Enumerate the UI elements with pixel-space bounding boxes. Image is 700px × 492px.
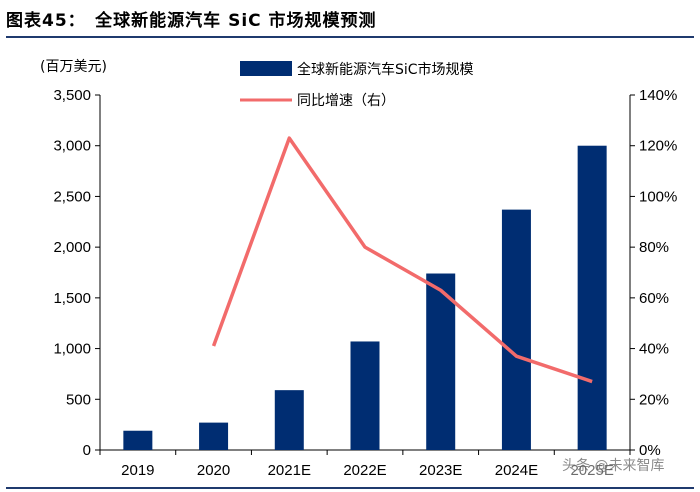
y-right-tick-label: 40% xyxy=(639,341,669,358)
y-left-tick-label: 500 xyxy=(66,391,91,408)
bar xyxy=(577,145,607,450)
legend-bar-label: 全球新能源汽车SiC市场规模 xyxy=(297,61,474,78)
bars xyxy=(123,145,607,450)
growth-line-path xyxy=(211,136,593,384)
growth-line xyxy=(211,136,593,384)
x-tick-label: 2023E xyxy=(419,462,462,479)
legend-bar-swatch xyxy=(240,61,292,76)
y-left-tick-label: 0 xyxy=(83,442,91,459)
y-right-tick-label: 0% xyxy=(639,442,661,459)
bar xyxy=(199,422,229,450)
unit-label: (百万美元) xyxy=(40,59,107,75)
x-tick-label: 2021E xyxy=(268,462,311,479)
bar xyxy=(501,209,531,450)
y-right-tick-label: 100% xyxy=(639,188,677,205)
y-right-tick-label: 80% xyxy=(639,239,669,256)
y-right-tick-label: 60% xyxy=(639,290,669,307)
y-left-tick-label: 1,000 xyxy=(53,341,91,358)
y-left-tick-label: 2,500 xyxy=(53,188,91,205)
x-tick-label: 2024E xyxy=(495,462,538,479)
legend: 全球新能源汽车SiC市场规模 同比增速（右） xyxy=(240,61,474,109)
y-left-tick-label: 1,500 xyxy=(53,290,91,307)
bar xyxy=(123,430,153,450)
bar xyxy=(350,341,380,450)
watermark: 头条 @未来智库 xyxy=(560,455,667,475)
y-right-tick-label: 20% xyxy=(639,391,669,408)
y-right-tick-label: 120% xyxy=(639,138,677,155)
bottom-rule xyxy=(6,487,694,489)
bar xyxy=(426,273,456,450)
bar xyxy=(274,390,304,450)
tick-labels: 0 0% 500 20% 1,000 40% 1,500 60% 2,000 80% 2,500 10… xyxy=(53,87,677,479)
x-tick-label: 2025E xyxy=(570,462,613,479)
x-tick-label: 2022E xyxy=(343,462,386,479)
y-right-tick-label: 140% xyxy=(639,87,677,104)
x-tick-label: 2019 xyxy=(121,462,154,479)
y-left-tick-label: 3,000 xyxy=(53,138,91,155)
y-left-tick-label: 2,000 xyxy=(53,239,91,256)
x-tick-label: 2020 xyxy=(197,462,230,479)
legend-line-label: 同比增速（右） xyxy=(297,93,395,109)
title-rule xyxy=(6,36,694,38)
figure-title: 图表45： 全球新能源汽车 SiC 市场规模预测 xyxy=(6,11,377,31)
y-left-tick-label: 3,500 xyxy=(53,87,91,104)
